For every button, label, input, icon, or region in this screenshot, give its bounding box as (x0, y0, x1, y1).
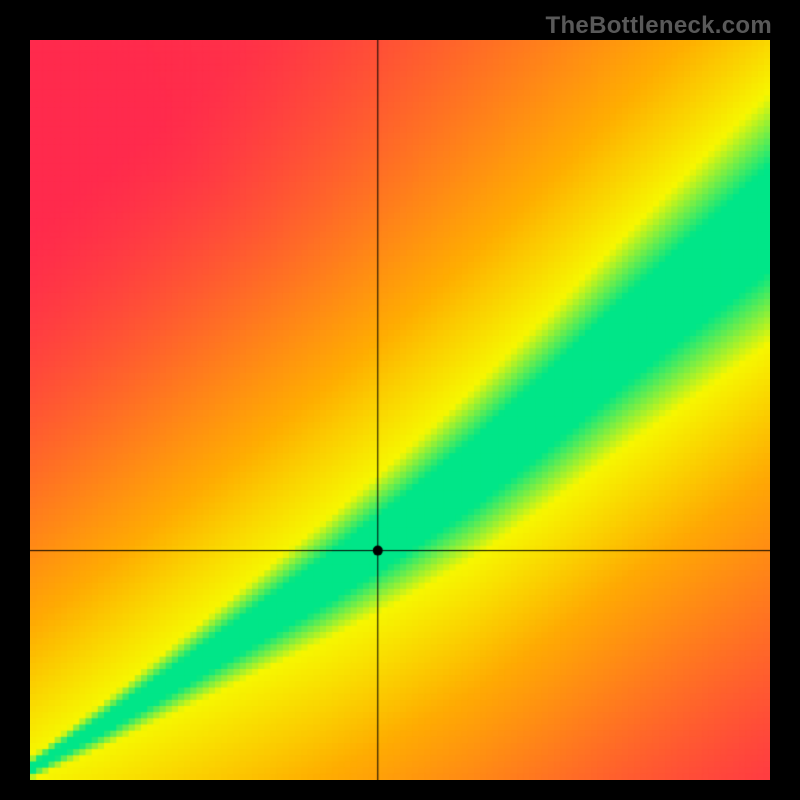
watermark-text: TheBottleneck.com (546, 12, 772, 40)
bottleneck-heatmap (30, 40, 770, 780)
chart-container: TheBottleneck.com (0, 0, 800, 800)
heatmap-canvas (30, 40, 770, 780)
